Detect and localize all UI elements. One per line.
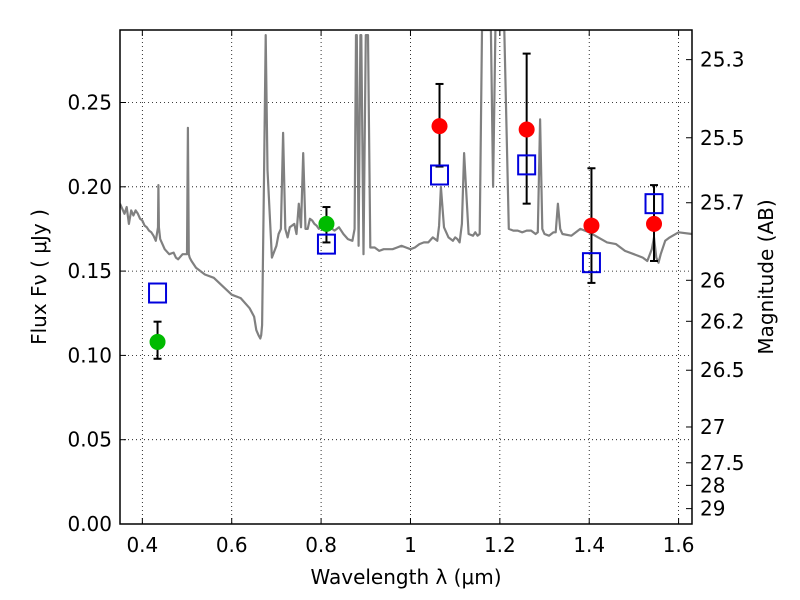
x-axis-label: Wavelength λ (μm) bbox=[310, 565, 501, 589]
model-square-marker bbox=[644, 193, 664, 215]
data-point bbox=[518, 121, 535, 138]
right-tick-label: 29 bbox=[700, 497, 725, 521]
y-axis-label: Flux Fν ( μJy ) bbox=[27, 209, 51, 345]
right-tick-label: 27.5 bbox=[700, 451, 745, 475]
right-tick-label: 28 bbox=[700, 473, 725, 497]
y-tick-label: 0.00 bbox=[67, 512, 112, 536]
data-point bbox=[646, 215, 663, 232]
y-tick-label: 0.05 bbox=[67, 428, 112, 452]
x-tick-label: 1.2 bbox=[484, 533, 516, 557]
model-square-marker bbox=[148, 282, 168, 304]
plot-area bbox=[120, 30, 692, 360]
x-tick-label: 1.4 bbox=[573, 533, 605, 557]
model-square-marker bbox=[316, 233, 336, 255]
y-tick-label: 0.10 bbox=[67, 343, 112, 367]
data-point bbox=[583, 217, 600, 234]
model-square-marker bbox=[430, 164, 450, 186]
y-tick-label: 0.20 bbox=[67, 175, 112, 199]
right-tick-label: 27 bbox=[700, 415, 725, 439]
y-tick-label: 0.25 bbox=[67, 90, 112, 114]
y-axis-right-label: Magnitude (AB) bbox=[754, 199, 778, 354]
plot-frame bbox=[119, 29, 693, 525]
axes: 0.4 0.6 0.8 1 1.2 1.4 1.6 0.00 0.05 0.10 0.15 0.20 0… bbox=[67, 30, 745, 557]
data-point bbox=[431, 118, 448, 135]
right-tick-label: 26 bbox=[700, 268, 725, 292]
x-tick-label: 0.8 bbox=[305, 533, 337, 557]
spectrum-line bbox=[120, 30, 692, 340]
right-tick-label: 26.5 bbox=[700, 358, 745, 382]
right-tick-label: 25.7 bbox=[700, 191, 745, 215]
model-square-marker bbox=[581, 252, 601, 274]
right-tick-label: 25.3 bbox=[700, 48, 745, 72]
data-point bbox=[318, 215, 335, 232]
x-tick-label: 0.6 bbox=[216, 533, 248, 557]
data-point bbox=[149, 333, 166, 350]
grid-layer bbox=[120, 30, 692, 525]
x-tick-label: 1 bbox=[404, 533, 417, 557]
model-square-marker bbox=[517, 154, 537, 176]
right-tick-label: 26.2 bbox=[700, 309, 745, 333]
x-tick-label: 1.6 bbox=[663, 533, 695, 557]
y-tick-label: 0.15 bbox=[67, 259, 112, 283]
x-tick-label: 0.4 bbox=[126, 533, 158, 557]
right-tick-label: 25.5 bbox=[700, 126, 745, 150]
